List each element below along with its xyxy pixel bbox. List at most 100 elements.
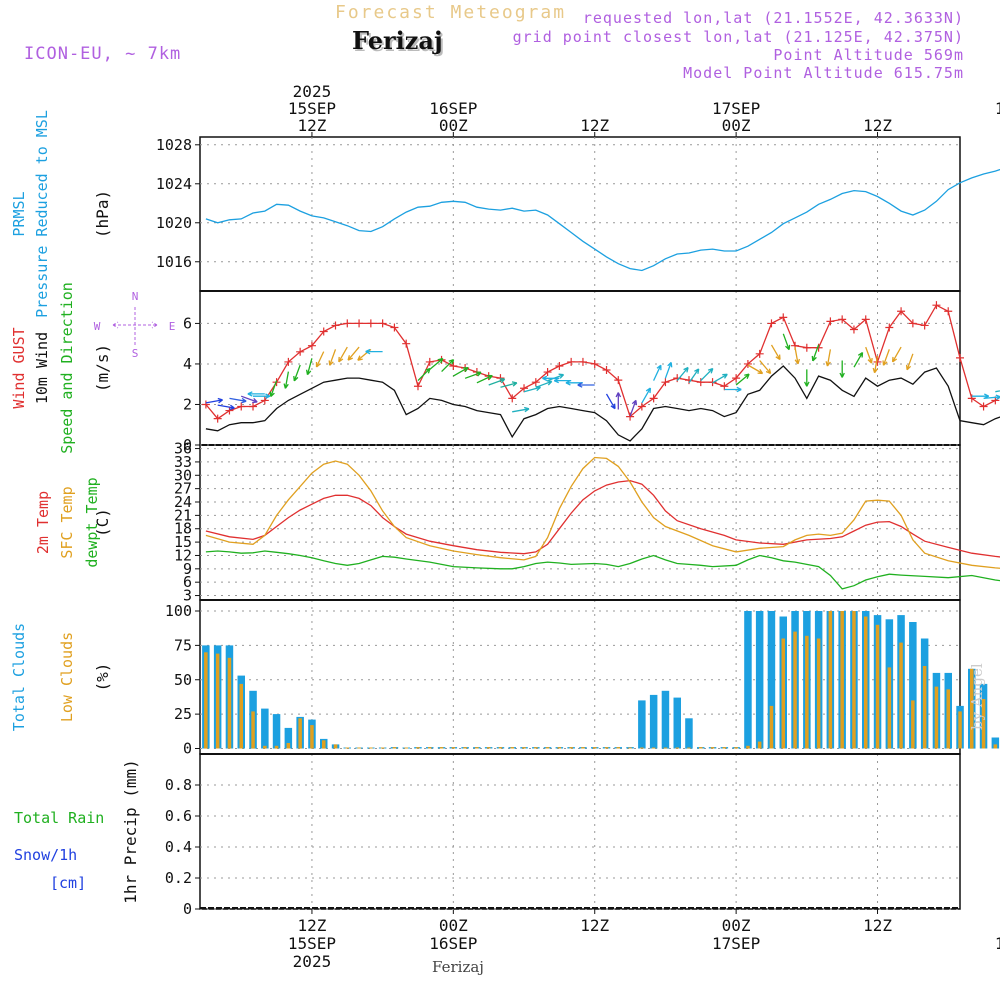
- low-cloud-bar: [557, 747, 562, 749]
- gust-marker: [225, 406, 234, 415]
- low-cloud-bar: [628, 747, 632, 749]
- grid-point: grid point closest lon,lat (21.125E, 42.…: [512, 28, 964, 46]
- total-cloud-bar: [744, 611, 752, 749]
- wind-arrow: [770, 344, 781, 361]
- wind-arrow: [882, 349, 890, 366]
- value-tick-label: 24: [174, 493, 192, 511]
- low-cloud-bar: [439, 747, 444, 749]
- low-cloud-bar: [215, 653, 220, 749]
- wind-arrow: [577, 382, 595, 388]
- compass-rose: [112, 307, 158, 347]
- wind-arrow: [305, 358, 313, 376]
- time-label-bottom: 16SEP: [429, 934, 477, 953]
- gust-marker: [897, 307, 906, 316]
- low-cloud-bar: [911, 700, 915, 749]
- gust-marker: [637, 402, 646, 411]
- gust-marker: [260, 396, 269, 405]
- value-tick-label: 9: [183, 560, 192, 578]
- gust-marker: [543, 368, 552, 377]
- value-tick-label: 2: [183, 395, 192, 413]
- gust-marker: [355, 319, 364, 328]
- time-label-top: 16SEP: [429, 99, 477, 118]
- wind-arrow: [500, 381, 518, 388]
- compass-label: W: [94, 320, 101, 333]
- wind-arrow: [205, 397, 223, 404]
- time-label-bottom: 17SEP: [712, 934, 760, 953]
- value-tick-label: 3: [183, 587, 192, 605]
- series-side-label: SFC Temp: [58, 486, 76, 558]
- total-cloud-bar: [991, 737, 1000, 749]
- low-cloud-bar: [522, 747, 526, 749]
- series-side-label: Pressure Reduced to MSL: [33, 110, 51, 318]
- gust-marker: [249, 402, 258, 411]
- gust-marker: [378, 319, 387, 328]
- low-cloud-bar: [274, 745, 279, 749]
- gust-marker: [802, 343, 811, 352]
- value-tick-label: 25: [174, 705, 192, 723]
- time-label-top: 17SEP: [712, 99, 760, 118]
- time-label-bottom: 12Z: [863, 916, 892, 935]
- wind-arrow: [747, 364, 764, 375]
- gust-marker: [626, 412, 635, 421]
- low-cloud-bar: [922, 666, 927, 749]
- wind-arrow: [565, 380, 583, 386]
- chart-title: Forecast Meteogram: [335, 2, 567, 23]
- value-tick-label: 12: [174, 546, 192, 564]
- wind-arrow: [328, 349, 337, 366]
- low-cloud-bar: [816, 638, 821, 749]
- gust-marker: [237, 402, 246, 411]
- wind-arrow: [839, 360, 845, 378]
- wind-arrow: [240, 395, 258, 404]
- time-label-bottom: 18SEP: [995, 934, 1000, 953]
- value-tick-label: 0.6: [165, 807, 192, 825]
- model-name: ICON-EU, ~ 7km: [24, 44, 182, 64]
- time-label-top: 12Z: [863, 116, 892, 135]
- wind-arrow: [641, 387, 652, 404]
- low-cloud-bar: [981, 699, 986, 749]
- wind-arrow: [615, 392, 622, 410]
- low-cloud-bar: [640, 747, 644, 749]
- low-cloud-bar: [757, 741, 762, 749]
- series-side-label: Total Clouds: [10, 623, 28, 731]
- gust-marker: [307, 341, 316, 350]
- wind-arrow: [217, 404, 235, 411]
- time-label-top: 00Z: [439, 116, 468, 135]
- gust-marker: [296, 347, 305, 356]
- point-altitude: Point Altitude 569m: [773, 46, 964, 64]
- low-cloud-bar: [486, 747, 491, 749]
- gust-marker: [425, 357, 434, 366]
- low-cloud-bar: [475, 747, 479, 749]
- wind-arrow: [338, 346, 348, 363]
- wind-arrow: [269, 380, 278, 397]
- value-tick-label: 0.4: [165, 838, 192, 856]
- low-cloud-bar: [428, 747, 432, 749]
- series-side-label: Low Clouds: [58, 632, 76, 722]
- value-tick-label: 4: [183, 355, 192, 373]
- low-cloud-bar: [604, 747, 609, 749]
- gust-marker: [767, 319, 776, 328]
- gust-marker: [578, 357, 587, 366]
- low-cloud-bar: [875, 624, 880, 749]
- gust-marker: [979, 402, 988, 411]
- low-cloud-bar: [781, 638, 785, 749]
- y-axis-label: 1hr Precip (mm): [121, 759, 140, 904]
- wind-arrow: [464, 371, 482, 379]
- value-tick-label: 15: [174, 533, 192, 551]
- wind-arrow: [825, 349, 832, 367]
- compass-label: E: [169, 320, 176, 333]
- panel-frame: [199, 444, 961, 601]
- wind-arrow: [347, 346, 360, 361]
- wind-arrow: [429, 357, 444, 370]
- wind-arrow: [811, 344, 820, 362]
- time-label-bottom: 00Z: [439, 916, 468, 935]
- value-tick-label: 100: [165, 602, 192, 620]
- gust-marker: [649, 394, 658, 403]
- gust-marker: [944, 307, 953, 316]
- wind-arrow: [441, 358, 455, 373]
- low-cloud-bar: [463, 747, 467, 749]
- wind-arrow: [724, 386, 742, 393]
- low-cloud-bar: [392, 747, 397, 749]
- wind-arrow: [315, 351, 325, 368]
- low-cloud-bar: [498, 747, 503, 749]
- low-cloud-bar: [934, 686, 939, 749]
